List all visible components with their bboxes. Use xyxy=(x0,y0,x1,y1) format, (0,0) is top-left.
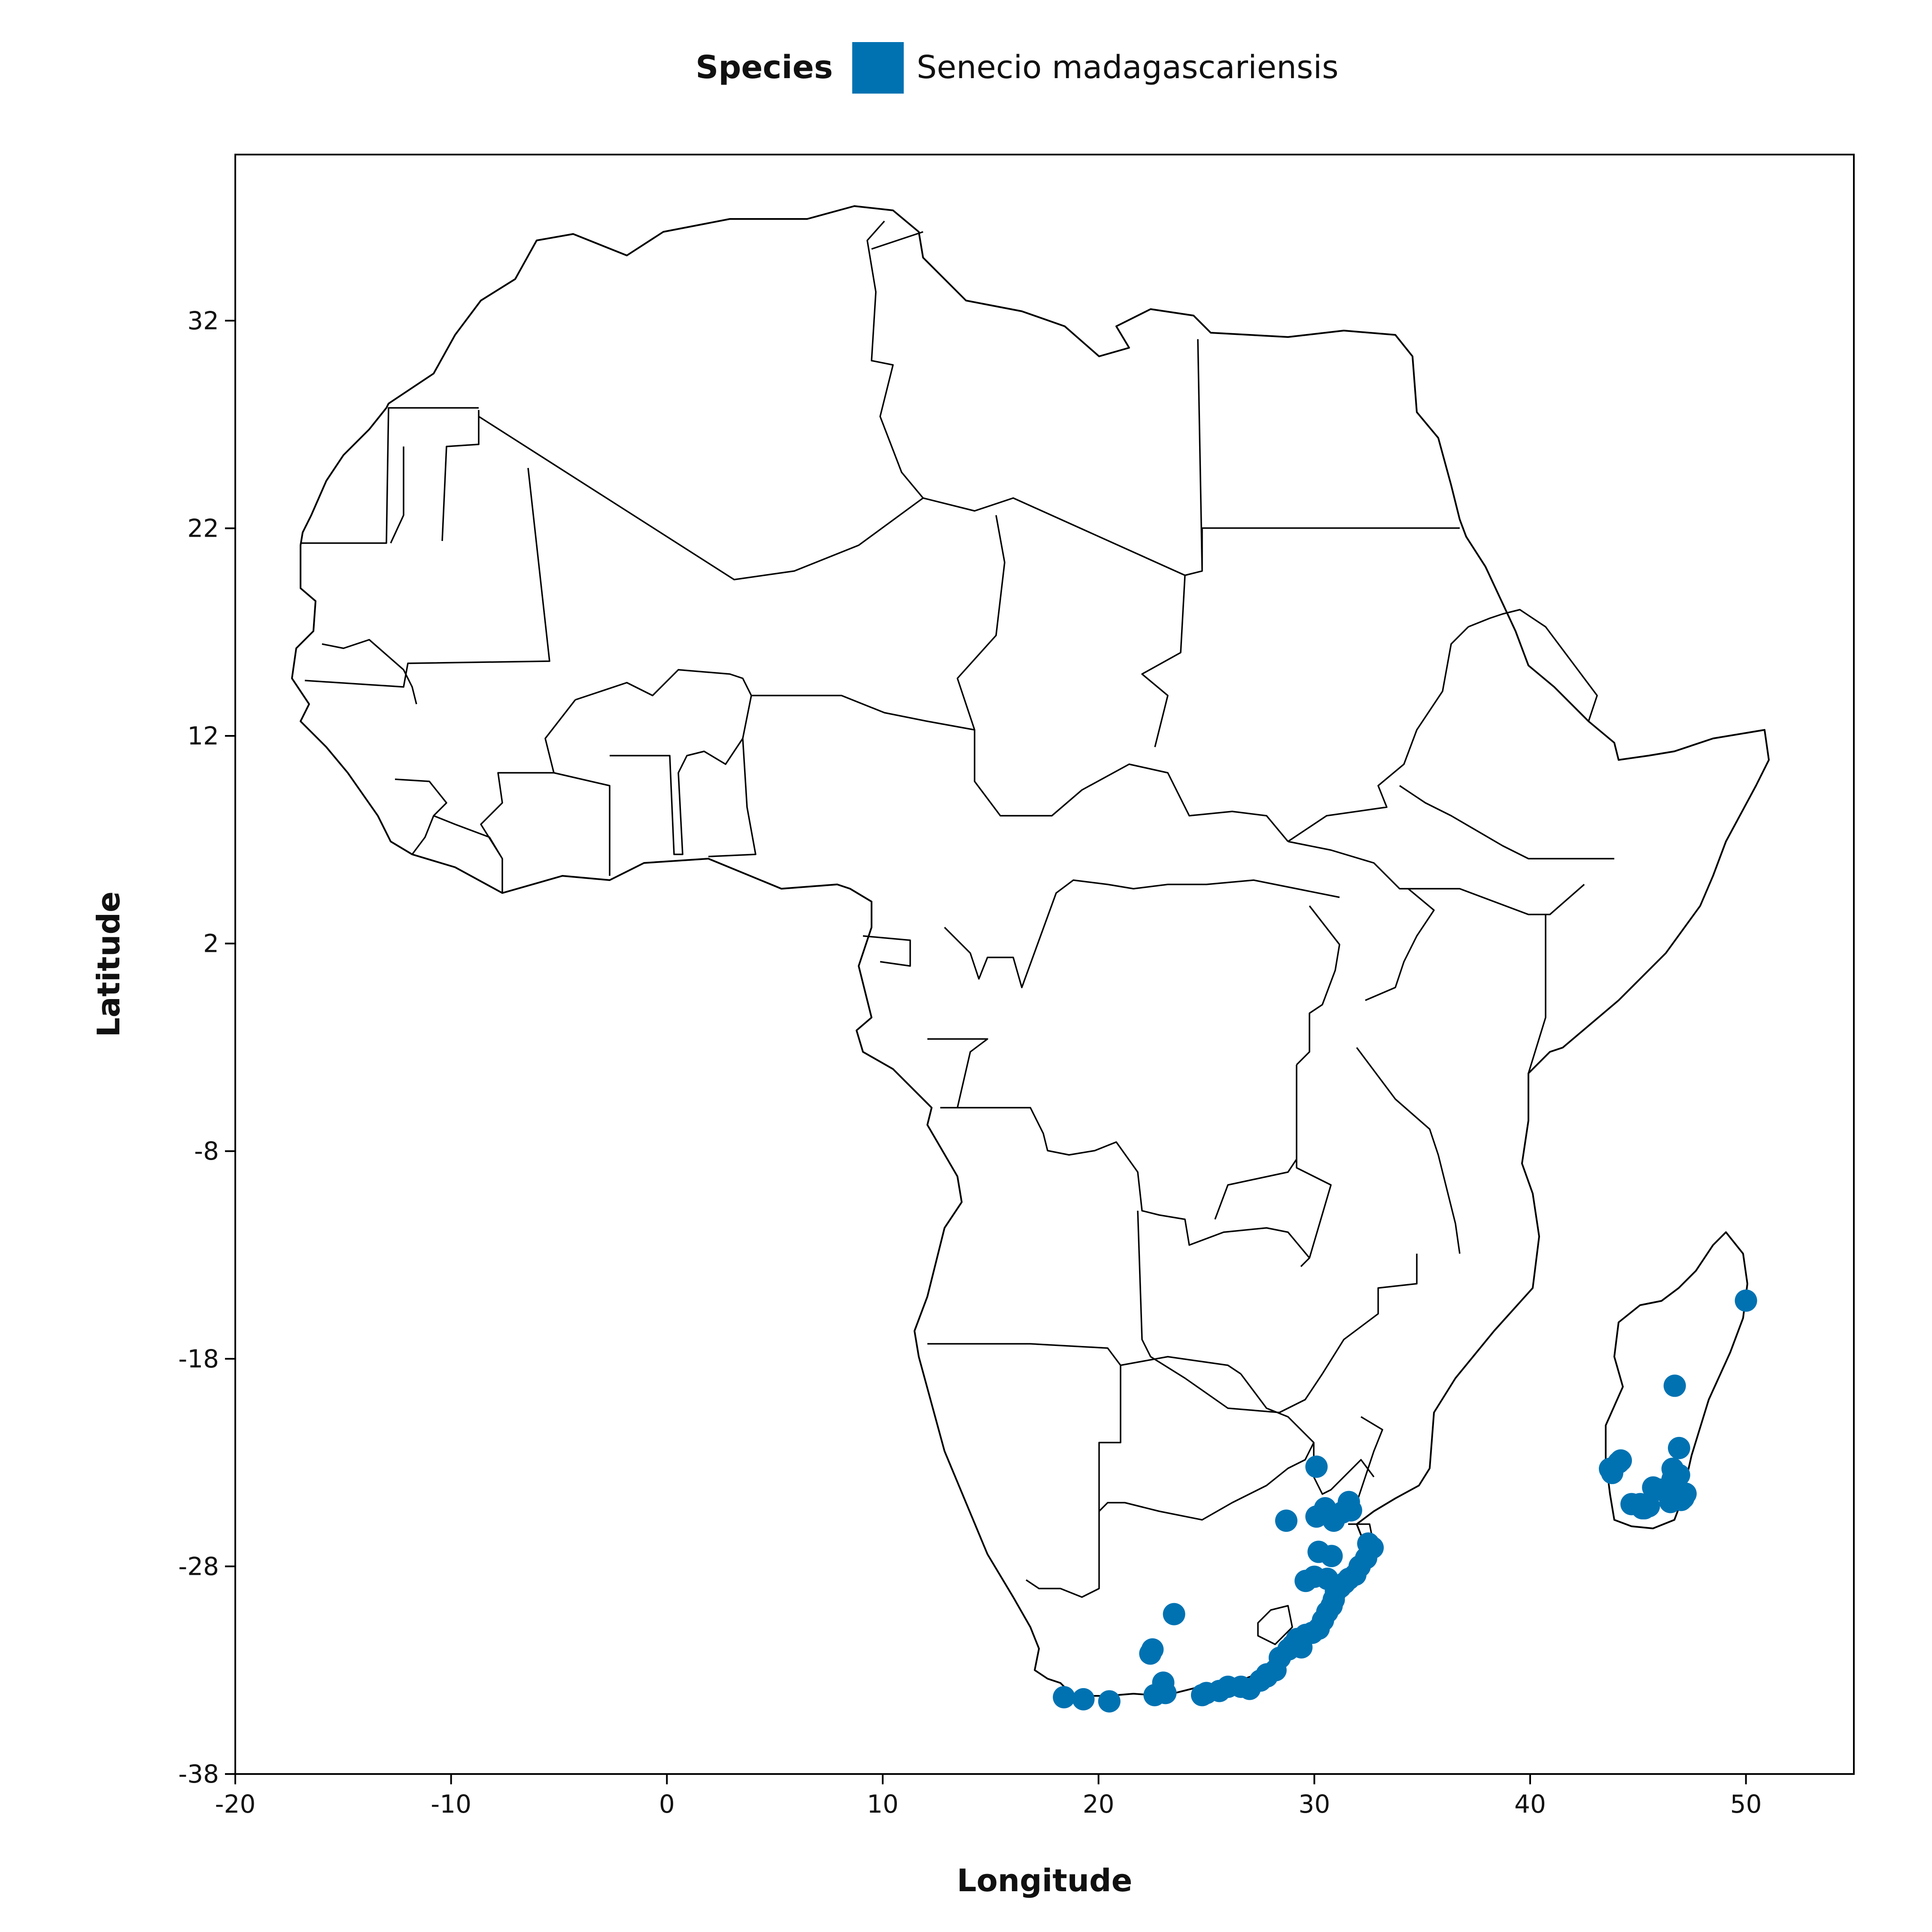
y-axis-title: Latitude xyxy=(91,891,127,1037)
data-point xyxy=(1139,1642,1162,1665)
data-point xyxy=(1163,1603,1185,1625)
y-tick-label: -28 xyxy=(178,1552,219,1581)
x-tick-label: 0 xyxy=(659,1789,675,1819)
x-tick-label: 20 xyxy=(1083,1789,1115,1819)
legend-series-label: Senecio madagascariensis xyxy=(917,49,1339,86)
data-point xyxy=(1357,1532,1379,1555)
y-tick-label: -38 xyxy=(178,1759,219,1789)
data-point xyxy=(1735,1289,1757,1312)
x-tick-label: 40 xyxy=(1514,1789,1546,1819)
data-point xyxy=(1152,1671,1175,1694)
data-point xyxy=(1663,1374,1686,1397)
data-point xyxy=(1610,1449,1632,1472)
x-tick-label: -10 xyxy=(431,1789,471,1819)
y-tick-label: 12 xyxy=(187,721,219,750)
x-tick-label: 30 xyxy=(1298,1789,1330,1819)
data-point xyxy=(1098,1690,1121,1713)
y-tick-label: -8 xyxy=(194,1136,219,1166)
basemap xyxy=(291,205,1770,1697)
data-point xyxy=(1305,1455,1328,1478)
data-point xyxy=(1668,1464,1690,1486)
y-tick-label: 32 xyxy=(187,306,219,335)
y-tick-label: -18 xyxy=(178,1344,219,1373)
plot-area-frame xyxy=(234,154,1855,1775)
x-tick-label: 10 xyxy=(867,1789,899,1819)
madagascar-coastline xyxy=(1605,1231,1748,1529)
x-axis-title: Longitude xyxy=(957,1862,1133,1899)
data-point xyxy=(1290,1636,1313,1659)
x-tick-label: -20 xyxy=(215,1789,256,1819)
data-point xyxy=(1659,1491,1682,1513)
y-tick-label: 22 xyxy=(187,513,219,543)
data-point xyxy=(1053,1686,1075,1709)
africa-coastline xyxy=(291,205,1770,1697)
legend-swatch xyxy=(852,42,904,94)
country-borders xyxy=(301,220,1614,1645)
data-points xyxy=(1053,1289,1757,1713)
y-axis: -38 -28 -18 -8 2 12 22 32 xyxy=(178,306,235,1789)
y-tick-label: 2 xyxy=(203,929,219,958)
legend-title: Species xyxy=(696,49,833,86)
data-point xyxy=(1668,1437,1690,1459)
data-point xyxy=(1316,1567,1339,1590)
data-point xyxy=(1275,1510,1297,1532)
data-point xyxy=(1072,1688,1095,1710)
data-point xyxy=(1255,1665,1278,1688)
legend: Species Senecio madagascariensis xyxy=(696,42,1339,94)
x-tick-label: 50 xyxy=(1730,1789,1762,1819)
x-axis: -20 -10 0 10 20 30 40 50 xyxy=(215,1774,1762,1819)
data-point xyxy=(1340,1499,1362,1522)
data-point xyxy=(1633,1497,1656,1520)
data-point xyxy=(1320,1545,1343,1567)
